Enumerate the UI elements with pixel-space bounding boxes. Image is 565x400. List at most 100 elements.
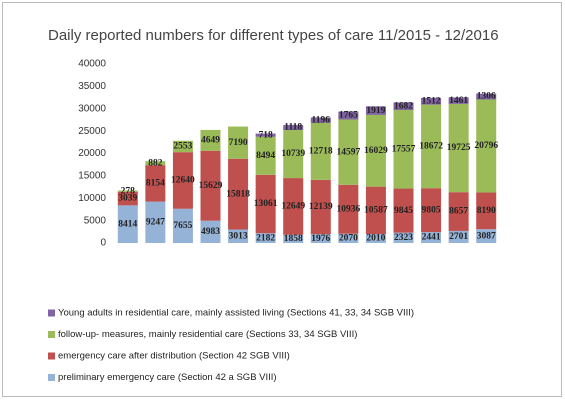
data-label: 8494	[256, 151, 275, 161]
bar-segment	[365, 186, 386, 235]
legend-label: follow-up- measures, mainly residential …	[58, 329, 357, 340]
bar-segment	[255, 174, 276, 234]
data-label: 4983	[201, 227, 220, 237]
data-label: 1118	[284, 123, 302, 133]
chart-title: Daily reported numbers for different typ…	[48, 27, 499, 44]
legend-swatch	[48, 374, 55, 381]
bar-segment	[338, 233, 359, 243]
data-label: 1858	[284, 234, 303, 244]
bar-segment	[255, 133, 276, 137]
bar-segment	[117, 191, 138, 206]
bar-segment	[393, 109, 414, 189]
data-label: 2553	[173, 142, 192, 152]
bar-segment	[283, 178, 304, 235]
bar-segment	[421, 188, 442, 233]
y-tick-label: 5000	[84, 215, 107, 226]
data-label: 8190	[477, 206, 496, 216]
bar-segment	[421, 104, 442, 189]
data-label: 3087	[477, 231, 496, 241]
y-tick-label: 15000	[78, 171, 106, 182]
bar-segment	[476, 99, 497, 193]
data-label: 1512	[422, 96, 441, 106]
bar-segment	[200, 129, 221, 151]
legend-swatch	[48, 352, 55, 360]
data-label: 9845	[394, 206, 413, 216]
data-label: 18672	[419, 142, 443, 152]
data-label: 1461	[449, 96, 468, 106]
data-label: 12139	[309, 202, 333, 212]
y-tick-label: 20000	[78, 148, 106, 159]
data-label: 7655	[173, 221, 192, 231]
data-label: 15818	[226, 189, 250, 199]
data-label: 7190	[229, 138, 248, 148]
bar-segment	[228, 126, 249, 159]
data-label: 3013	[229, 231, 248, 241]
data-label: 8154	[146, 179, 165, 189]
data-label: 10739	[281, 149, 305, 159]
data-label: 8657	[449, 207, 468, 217]
y-tick-label: 35000	[78, 81, 106, 92]
data-label: 19725	[447, 143, 471, 153]
data-label: 3039	[118, 194, 137, 204]
y-tick-label: 30000	[78, 103, 106, 114]
bar-segment	[145, 161, 166, 166]
data-label: 20796	[474, 141, 498, 151]
data-label: 1976	[311, 234, 330, 244]
data-label: 12640	[171, 176, 195, 186]
bar-segment	[145, 201, 166, 243]
data-label: 17557	[392, 144, 416, 154]
y-tick-label: 40000	[78, 59, 106, 70]
bar-segment	[365, 106, 386, 115]
bar-segment	[255, 136, 276, 175]
data-label: 12649	[281, 202, 305, 212]
bar-segment	[365, 234, 386, 243]
bar-segment	[255, 233, 276, 243]
data-label: 1196	[312, 115, 331, 125]
bar-segment	[393, 232, 414, 243]
data-label: 1682	[394, 101, 413, 111]
bar-segment	[338, 184, 359, 234]
bar-segment	[117, 190, 138, 192]
bar-segment	[310, 179, 331, 235]
bar-segment	[421, 232, 442, 243]
bar-segment	[448, 230, 469, 243]
data-label: 10936	[336, 204, 360, 214]
bar-segment	[310, 234, 331, 243]
bar-segment	[476, 93, 497, 100]
legend-label: Young adults in residential care, mainly…	[58, 308, 414, 319]
data-label: 1306	[477, 92, 496, 102]
bar-segment	[476, 192, 497, 230]
bar-segment	[338, 111, 359, 120]
bar-segment	[228, 158, 249, 230]
bar-segment	[448, 97, 469, 104]
bar-segment	[228, 229, 249, 243]
data-label: 2010	[366, 234, 385, 244]
data-label: 14597	[336, 147, 360, 157]
data-label: 9805	[422, 205, 441, 215]
bar-segment	[310, 117, 331, 123]
legend-label: preliminary emergency care (Section 42 a…	[58, 372, 277, 383]
data-label: 2441	[422, 233, 441, 243]
bar-segment	[365, 114, 386, 187]
bar-segment	[310, 122, 331, 180]
bar-segment	[448, 192, 469, 231]
bar-segment	[283, 130, 304, 179]
bar-segment	[393, 188, 414, 233]
y-tick-label: 25000	[78, 126, 106, 137]
data-label: 9247	[146, 217, 165, 227]
bar-segment	[338, 119, 359, 185]
data-label: 278	[121, 186, 136, 196]
bar-segment	[283, 234, 304, 243]
data-label: 2182	[256, 233, 275, 243]
bar-segment	[283, 125, 304, 131]
bar-segment	[172, 140, 193, 153]
data-label: 12718	[309, 147, 333, 157]
bar-segment	[117, 205, 138, 243]
data-label: 2323	[394, 233, 413, 243]
data-label: 16029	[364, 146, 388, 156]
bar-segment	[393, 102, 414, 110]
bar-segment	[421, 97, 442, 105]
data-label: 882	[148, 158, 163, 168]
bar-segment	[200, 150, 221, 221]
data-label: 718	[259, 130, 274, 140]
